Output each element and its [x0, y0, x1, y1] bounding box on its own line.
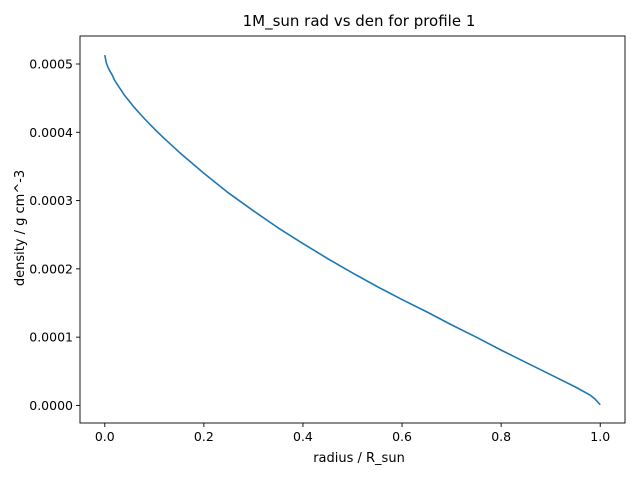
y-tick-label: 0.0000: [29, 398, 73, 413]
chart-title: 1M_sun rad vs den for profile 1: [243, 12, 476, 31]
x-tick-label: 1.0: [590, 429, 610, 444]
x-tick-label: 0.4: [293, 429, 313, 444]
plot-area: [79, 35, 626, 424]
y-tick-label: 0.0001: [29, 330, 73, 345]
y-tick-label: 0.0003: [29, 193, 73, 208]
y-axis-ticks: 0.0000 0.0001 0.0002 0.0003 0.0004 0.0005: [29, 56, 80, 413]
axes-frame: [79, 35, 626, 424]
x-tick-label: 0.8: [491, 429, 511, 444]
y-tick-label: 0.0004: [29, 125, 73, 140]
x-tick-label: 0.6: [392, 429, 412, 444]
y-tick-label: 0.0002: [29, 261, 73, 276]
x-axis-ticks: 0.0 0.2 0.4 0.6 0.8 1.0: [95, 423, 610, 444]
x-tick-label: 0.2: [194, 429, 214, 444]
x-axis-label: radius / R_sun: [313, 451, 405, 466]
y-tick-label: 0.0005: [29, 56, 73, 71]
y-axis-label: density / g cm^-3: [13, 170, 28, 286]
x-tick-label: 0.0: [95, 429, 115, 444]
series-line-0: [103, 54, 601, 406]
